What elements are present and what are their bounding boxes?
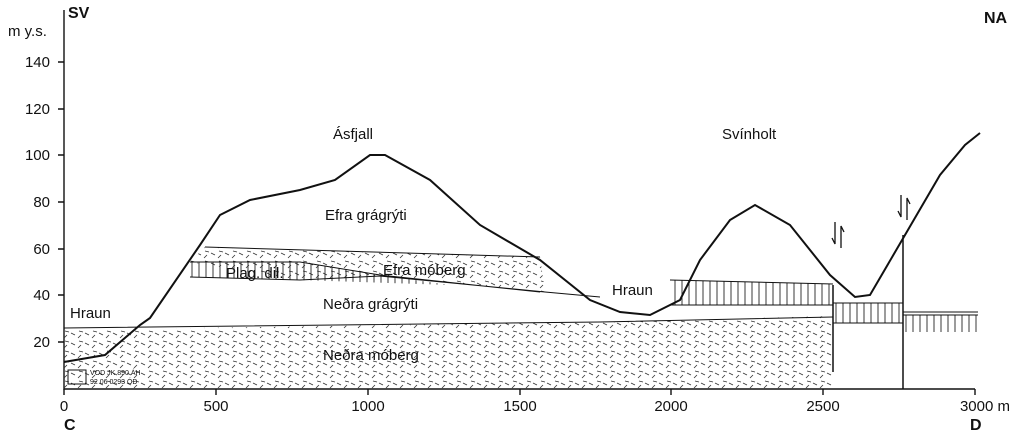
- y-ticks: 20 40 60 80 100 120 140: [25, 54, 50, 351]
- y-tick: 20: [33, 334, 50, 351]
- y-tick: 60: [33, 241, 50, 258]
- label: Neðra grágrýti: [323, 296, 418, 313]
- label: Efra móberg: [383, 262, 466, 279]
- y-tick: 100: [25, 147, 50, 164]
- x-tick: 1000: [351, 398, 384, 415]
- x-tick: 3000 m: [960, 398, 1010, 415]
- y-tick: 40: [33, 287, 50, 304]
- dir-right: NA: [984, 10, 1008, 27]
- y-tick: 80: [33, 194, 50, 211]
- x-tick: 2500: [806, 398, 839, 415]
- section: SV NA m y.s. 20 40 60 80 100 120 140 0 5…: [0, 0, 1018, 435]
- label: Plag. dil.: [226, 265, 284, 282]
- x-ticks: 0 500 1000 1500 2000 2500 3000 m: [60, 398, 1010, 415]
- label: Ásfjall: [333, 126, 373, 143]
- y-tick: 120: [25, 101, 50, 118]
- stamp: 92 06 0293 ÓÐ: [90, 377, 137, 386]
- label: Neðra móberg: [323, 347, 419, 364]
- x-tick: 2000: [654, 398, 687, 415]
- x-tick: 1500: [503, 398, 536, 415]
- label: Efra grágrýti: [325, 207, 407, 224]
- y-label: m y.s.: [8, 23, 47, 40]
- end-left: C: [64, 417, 76, 434]
- label: Hraun: [612, 282, 653, 299]
- y-tick: 140: [25, 54, 50, 71]
- x-tick: 500: [203, 398, 228, 415]
- x-tick: 0: [60, 398, 68, 415]
- label: Hraun: [70, 305, 111, 322]
- label: Svínholt: [722, 126, 777, 143]
- end-right: D: [970, 417, 982, 434]
- layers: [64, 133, 980, 389]
- dir-left: SV: [68, 5, 90, 22]
- stamp: VOD JK 890 ÁH: [90, 368, 141, 377]
